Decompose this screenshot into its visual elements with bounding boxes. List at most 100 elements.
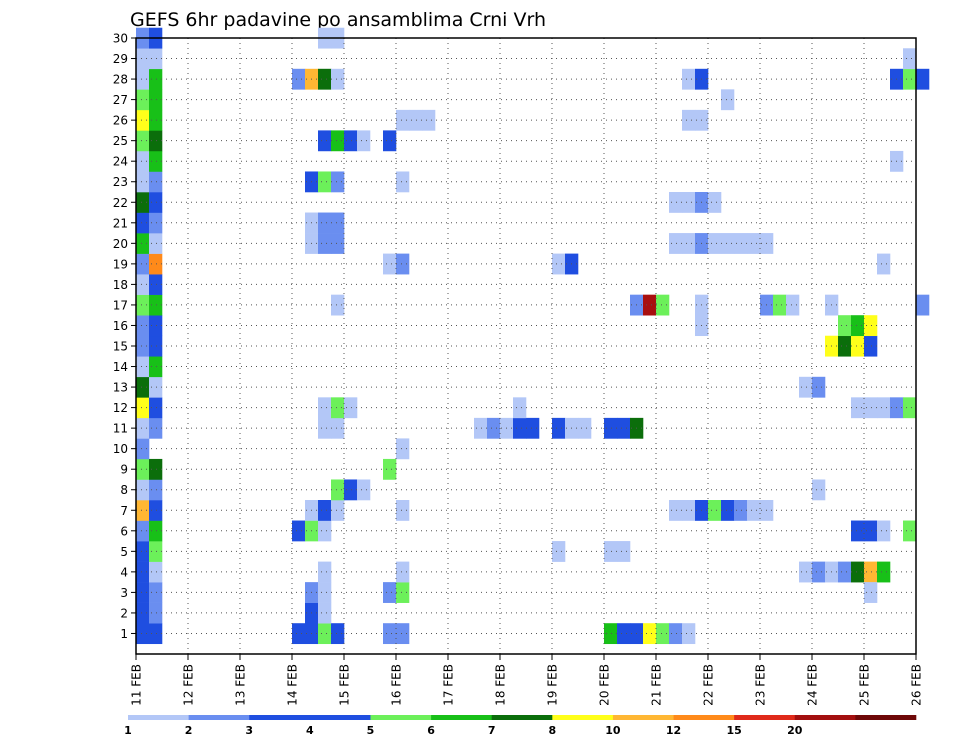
heatmap-cell — [149, 458, 163, 480]
heatmap-cell — [617, 541, 631, 562]
heatmap-cell — [331, 397, 345, 419]
heatmap-cell — [318, 212, 332, 234]
heatmap-cell — [136, 541, 150, 562]
heatmap-cell — [552, 253, 566, 275]
heatmap-cell — [396, 582, 410, 603]
heatmap-cell — [292, 623, 306, 645]
y-tick-label: 28 — [113, 73, 128, 87]
heatmap-cell — [838, 335, 852, 357]
heatmap-cell — [734, 233, 748, 254]
heatmap-cell — [396, 561, 410, 583]
heatmap-cell — [812, 376, 826, 398]
heatmap-cell — [669, 192, 683, 213]
heatmap-cell — [643, 294, 657, 316]
x-tick-label: 19 FEB — [546, 664, 560, 706]
heatmap-cell — [383, 458, 397, 480]
heatmap-cell — [864, 315, 878, 337]
heatmap-cell — [149, 109, 163, 131]
heatmap-cell — [799, 376, 813, 398]
heatmap-cell — [318, 623, 332, 645]
x-tick-label: 16 FEB — [390, 664, 404, 706]
heatmap-cell — [344, 479, 358, 501]
heatmap-cell — [396, 171, 410, 193]
colorbar-segment — [491, 715, 553, 720]
colorbar-segment — [370, 715, 432, 720]
heatmap-cell — [877, 397, 891, 419]
heatmap-cell — [136, 68, 150, 90]
y-tick-label: 24 — [113, 155, 128, 169]
colorbar-label: 4 — [306, 724, 314, 737]
y-tick-label: 10 — [113, 442, 128, 456]
heatmap-cell — [136, 500, 150, 521]
heatmap-cell — [552, 417, 566, 439]
y-tick-label: 4 — [120, 565, 128, 579]
heatmap-cell — [149, 520, 163, 542]
heatmap-cell — [136, 458, 150, 480]
y-tick-label: 27 — [113, 93, 128, 107]
heatmap-cell — [318, 561, 332, 583]
heatmap-cell — [734, 500, 748, 521]
heatmap-cell — [136, 315, 150, 337]
heatmap-cell — [149, 150, 163, 172]
heatmap-cell — [851, 397, 865, 419]
heatmap-cell — [149, 417, 163, 439]
y-tick-label: 17 — [113, 298, 128, 312]
heatmap-cell — [136, 479, 150, 501]
x-tick-label: 12 FEB — [182, 664, 196, 706]
heatmap-cell — [149, 623, 163, 645]
heatmap-cell — [136, 150, 150, 172]
heatmap-cell — [383, 582, 397, 603]
heatmap-cell — [136, 582, 150, 603]
heatmap-cell — [136, 48, 150, 70]
colorbar-label: 1 — [124, 724, 132, 737]
colorbar-segment — [309, 715, 371, 720]
y-tick-label: 21 — [113, 216, 128, 230]
y-tick-label: 8 — [120, 483, 128, 497]
x-tick-label: 22 FEB — [702, 664, 716, 706]
heatmap-cell — [136, 417, 150, 439]
heatmap-cell — [864, 582, 878, 603]
x-tick-label: 17 FEB — [442, 664, 456, 706]
heatmap-cell — [331, 500, 345, 521]
heatmap-cell — [656, 623, 670, 645]
heatmap-cell — [149, 48, 163, 70]
heatmap-cell — [136, 212, 150, 234]
heatmap-cell — [136, 623, 150, 645]
colorbar-label: 10 — [605, 724, 621, 737]
heatmap-cell — [149, 233, 163, 254]
heatmap-cell — [877, 561, 891, 583]
heatmap-cell — [357, 479, 371, 501]
heatmap-cell — [149, 376, 163, 398]
y-tick-label: 25 — [113, 134, 128, 148]
heatmap-cell — [812, 561, 826, 583]
heatmap-cell — [331, 417, 345, 439]
heatmap-cell — [513, 397, 527, 419]
heatmap-cell — [578, 417, 592, 439]
heatmap-cell — [292, 520, 306, 542]
y-tick-label: 16 — [113, 319, 128, 333]
heatmap-cell — [851, 561, 865, 583]
colorbar-label: 8 — [548, 724, 556, 737]
heatmap-cell — [149, 335, 163, 357]
heatmap-cell — [136, 335, 150, 357]
heatmap-cell — [344, 397, 358, 419]
colorbar-segment — [431, 715, 492, 720]
heatmap-cell — [136, 89, 150, 111]
heatmap-cell — [513, 417, 527, 439]
heatmap-cell — [318, 130, 332, 152]
colorbar-label: 20 — [787, 724, 803, 737]
heatmap-cell — [136, 561, 150, 583]
heatmap-cell — [383, 253, 397, 275]
heatmap-cell — [136, 233, 150, 254]
heatmap-cell — [864, 335, 878, 357]
heatmap-cell — [864, 397, 878, 419]
heatmap-cell — [526, 417, 540, 439]
heatmap-cell — [396, 438, 410, 460]
y-tick-label: 12 — [113, 401, 128, 415]
y-tick-label: 29 — [113, 52, 128, 66]
heatmap-cell — [838, 561, 852, 583]
y-tick-label: 13 — [113, 381, 128, 395]
heatmap-cell — [604, 623, 618, 645]
heatmap-cell — [344, 130, 358, 152]
heatmap-cell — [773, 294, 787, 316]
